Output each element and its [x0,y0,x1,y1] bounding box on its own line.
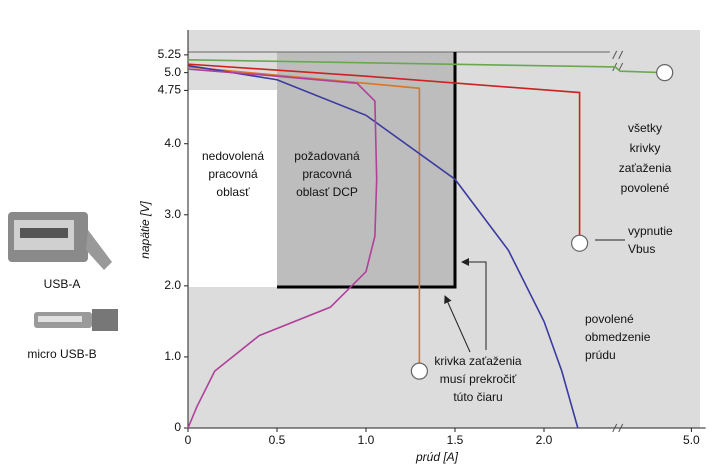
y-tick-label: 4.75 [158,83,182,97]
annotation: pracovná [302,167,352,181]
y-tick-label: 1.0 [164,349,181,363]
annotation: obmedzenie [585,330,651,344]
arrow [461,258,487,350]
annotation: zaťaženia [619,161,672,175]
y-axis-label: napätie [V] [138,201,152,259]
curve [187,63,581,244]
curve [187,59,665,74]
x-tick-label: 1.0 [358,433,375,447]
forbidden-region [188,90,277,287]
y-tick-label: 5.25 [158,47,182,61]
end-marker [656,64,674,82]
end-marker [410,362,428,380]
x-tick-label: 0.5 [269,433,286,447]
annotation: musí prekročiť [440,372,517,386]
annotation: všetky [628,121,662,135]
micro-usb-label: micro USB-B [27,347,96,361]
x-axis-label: prúd [A] [415,450,459,464]
annotation: túto čiaru [453,390,502,404]
x-tick-label: 2.0 [536,433,553,447]
annotation: krivka zaťaženia [434,354,522,368]
annotation: Vbus [628,242,655,256]
annotation: nedovolená [202,149,264,163]
annotation: pracovná [208,167,258,181]
x-tick-label: 0 [185,433,192,447]
annotation: oblasť [216,185,250,199]
curve [187,64,579,429]
end-marker [570,234,589,252]
micro-usb-icon [34,309,118,331]
annotation: prúdu [585,348,616,362]
annotation: povolené [621,181,670,195]
y-tick-label: 2.0 [164,278,181,292]
axis-break [612,50,624,60]
y-tick-label: 0 [174,420,181,434]
x-tick-label: 5.0 [683,433,700,447]
arrow [444,295,471,353]
annotation: požadovaná [294,149,360,163]
annotation: vypnutie [628,224,673,238]
usb-a-icon [8,212,112,270]
y-tick-label: 3.0 [164,207,181,221]
annotation: krivky [630,141,661,155]
y-tick-label: 5.0 [164,65,181,79]
curve [187,68,378,429]
x-tick-label: 1.5 [447,433,464,447]
threshold-line [277,52,457,289]
curve [187,66,421,372]
usb-a-label: USB-A [44,277,81,291]
y-tick-label: 4.0 [164,136,181,150]
annotation: oblasť DCP [296,185,358,199]
annotation: povolené [585,312,634,326]
axis-break [612,423,624,433]
